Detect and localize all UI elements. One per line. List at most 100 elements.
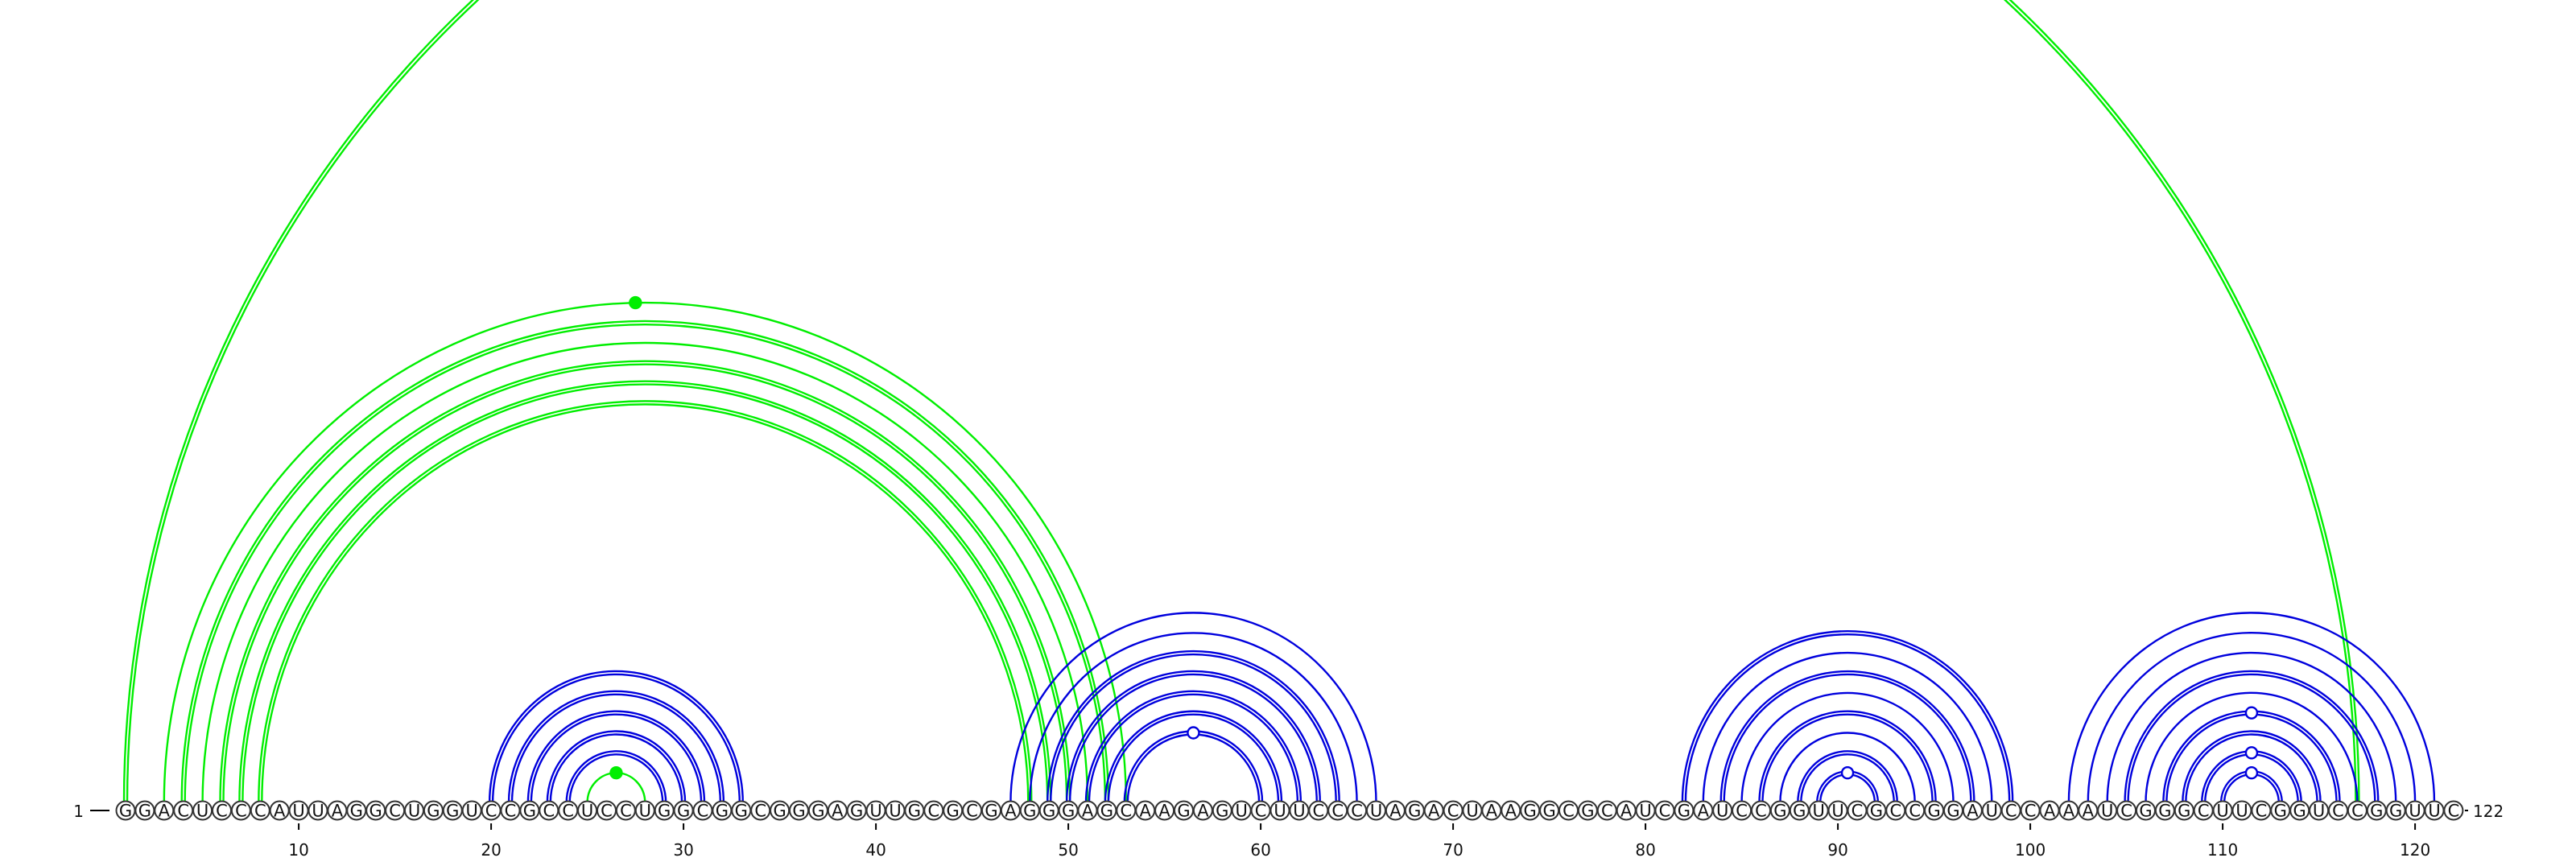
- nucleotide-letter: G: [1100, 802, 1113, 821]
- nucleotide: G: [1521, 802, 1539, 821]
- nucleotide: G: [1406, 802, 1424, 821]
- nucleotide: A: [2059, 802, 2078, 821]
- nucleotide-letter: G: [427, 802, 440, 821]
- nucleotide: A: [828, 802, 847, 821]
- nucleotide: G: [2136, 802, 2155, 821]
- nucleotide: C: [1309, 802, 1327, 821]
- nucleotide-letter: U: [1813, 802, 1825, 821]
- nucleotide-letter: U: [869, 802, 881, 821]
- nucleotide-letter: C: [1889, 802, 1901, 821]
- nucleotide: G: [732, 802, 750, 821]
- nucleotide-letter: A: [2044, 802, 2056, 821]
- nucleotide: G: [655, 802, 674, 821]
- nucleotide-letter: U: [2101, 802, 2113, 821]
- nucleotide: U: [1271, 802, 1290, 821]
- nucleotide-letter: C: [966, 802, 978, 821]
- nucleotide: U: [578, 802, 597, 821]
- nucleotide: C: [1848, 802, 1867, 821]
- base-pair-arc: [1128, 735, 1259, 803]
- nucleotide-letter: G: [1524, 802, 1537, 821]
- nucleotide: U: [309, 802, 328, 821]
- nucleotide: A: [155, 802, 173, 821]
- nucleotide: G: [117, 802, 135, 821]
- axis-tick-label: 20: [481, 840, 501, 858]
- nucleotide: G: [424, 802, 443, 821]
- nucleotide: G: [135, 802, 154, 821]
- nucleotide: C: [694, 802, 712, 821]
- nucleotide-letter: C: [177, 802, 189, 821]
- nucleotide-letter: U: [2216, 802, 2228, 821]
- nucleotide-letter: A: [1505, 802, 1517, 821]
- nucleotide: C: [213, 802, 231, 821]
- nucleotide: A: [2079, 802, 2097, 821]
- nucleotide-letter: A: [1389, 802, 1402, 821]
- nucleotide-letter: G: [792, 802, 805, 821]
- nucleotide-letter: G: [677, 802, 690, 821]
- nucleotide: A: [1194, 802, 1212, 821]
- nucleotide-letter: U: [1716, 802, 1728, 821]
- nucleotide: G: [809, 802, 828, 821]
- nucleotide-letter: G: [1793, 802, 1806, 821]
- nucleotide-letter: G: [1062, 802, 1075, 821]
- sequence-end-label: 122: [2473, 802, 2504, 821]
- nucleotide-letter: U: [1236, 802, 1248, 821]
- nucleotide: A: [270, 802, 289, 821]
- nucleotide-letter: G: [2274, 802, 2287, 821]
- base-pair-arc: [509, 691, 724, 803]
- nucleotide-letter: U: [2409, 802, 2421, 821]
- nucleotide-letter: U: [1986, 802, 1998, 821]
- nucleotide-letter: C: [389, 802, 401, 821]
- arc-markers: [610, 297, 2257, 778]
- nucleotide-letter: C: [505, 802, 517, 821]
- nucleotide: G: [2175, 802, 2194, 821]
- nucleotide: U: [2098, 802, 2116, 821]
- nucleotide: G: [1021, 802, 1039, 821]
- nucleotide: U: [2425, 802, 2444, 821]
- nucleotide-letter: U: [312, 802, 324, 821]
- nucleotide: A: [1386, 802, 1405, 821]
- nucleotide-letter: U: [1370, 802, 1382, 821]
- nucleotide: A: [1079, 802, 1097, 821]
- nucleotide-letter: G: [119, 802, 132, 821]
- axis-tick-label: 70: [1443, 840, 1463, 858]
- nucleotide: U: [867, 802, 886, 821]
- base-pair-arc: [1760, 711, 1936, 803]
- nucleotide-letter: G: [773, 802, 786, 821]
- arc-marker: [1187, 728, 1199, 739]
- axis-tick-label: 40: [865, 840, 886, 858]
- nucleotide-letter: A: [2063, 802, 2075, 821]
- nucleotide-letter: G: [1927, 802, 1940, 821]
- nucleotide-letter: C: [216, 802, 228, 821]
- nucleotide: G: [1097, 802, 1116, 821]
- nucleotide-letter: A: [1197, 802, 1209, 821]
- nucleotide-letter: C: [1312, 802, 1324, 821]
- nucleotide: U: [463, 802, 481, 821]
- nucleotide: G: [1790, 802, 1809, 821]
- base-pair-arc: [185, 324, 1105, 802]
- nucleotide: U: [1290, 802, 1308, 821]
- nucleotide-letter: G: [985, 802, 997, 821]
- nucleotide: U: [1232, 802, 1251, 821]
- nucleotide-letter: G: [850, 802, 863, 821]
- nucleotide: U: [290, 802, 308, 821]
- nucleotide-letter: C: [620, 802, 632, 821]
- nucleotide-letter: A: [1140, 802, 1152, 821]
- arc-marker: [2246, 767, 2257, 778]
- base-pair-arc: [239, 382, 1051, 803]
- nucleotide: A: [1482, 802, 1501, 821]
- nucleotide: U: [2406, 802, 2425, 821]
- nucleotide-letter: U: [1639, 802, 1651, 821]
- nucleotide: C: [1252, 802, 1270, 821]
- nucleotide: A: [1425, 802, 1443, 821]
- nucleotide: C: [1348, 802, 1366, 821]
- axis-tick-label: 120: [2400, 840, 2430, 858]
- nucleotide-letter: U: [1831, 802, 1843, 821]
- nucleotide: C: [1752, 802, 1770, 821]
- nucleotide-letter: U: [581, 802, 593, 821]
- nucleotide-letter: C: [1120, 802, 1132, 821]
- nucleotide-letter: G: [1773, 802, 1786, 821]
- nucleotide: C: [502, 802, 520, 821]
- nucleotide-letter: G: [1581, 802, 1594, 821]
- nucleotide-letter: G: [350, 802, 363, 821]
